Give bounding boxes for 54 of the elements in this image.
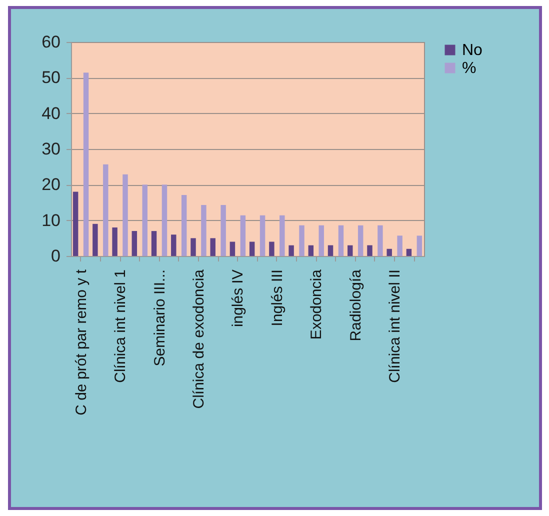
y-tick-label: 60 xyxy=(42,32,60,52)
bar xyxy=(358,225,364,256)
bar xyxy=(103,164,108,256)
bar xyxy=(338,225,344,256)
bar xyxy=(348,245,353,256)
bar xyxy=(230,242,236,256)
x-tick-label: Inglés III xyxy=(268,270,286,326)
bar xyxy=(83,72,89,256)
bar xyxy=(162,184,168,256)
y-tick-label: 10 xyxy=(42,210,60,230)
bar xyxy=(142,184,148,256)
bar xyxy=(299,225,304,256)
bar xyxy=(171,234,176,256)
bar xyxy=(249,242,255,256)
bar xyxy=(367,245,372,256)
y-tick-label: 0 xyxy=(51,246,60,266)
bar xyxy=(201,204,206,256)
bar xyxy=(328,245,334,256)
bar xyxy=(397,236,402,256)
bar xyxy=(112,227,118,256)
bar xyxy=(386,248,392,256)
bar xyxy=(190,238,196,256)
bar xyxy=(288,245,294,256)
bar xyxy=(240,215,246,256)
y-tick-label: 30 xyxy=(42,140,60,158)
bar xyxy=(269,242,274,256)
y-tick-label: 40 xyxy=(42,104,60,123)
bar xyxy=(260,215,266,256)
bar xyxy=(318,225,324,256)
bar xyxy=(406,248,412,256)
bar xyxy=(151,231,157,256)
x-tick-label: Exodoncia xyxy=(308,268,326,340)
x-tick-label: Radiología xyxy=(347,268,364,342)
legend-label: No xyxy=(462,42,483,59)
bar xyxy=(308,245,314,256)
bar xyxy=(181,195,187,256)
bar xyxy=(122,174,128,256)
bar xyxy=(378,225,383,256)
legend-label: % xyxy=(462,60,476,77)
bar xyxy=(416,236,422,256)
y-tick-label: 50 xyxy=(42,68,60,88)
bar xyxy=(280,215,285,256)
x-tick-label: Seminario III... xyxy=(151,270,168,366)
bar xyxy=(72,192,78,256)
x-tick-label: Clínica de exodoncia xyxy=(190,268,208,409)
y-tick-label: 20 xyxy=(42,175,60,194)
x-tick-label: inglés IV xyxy=(230,270,247,328)
bar xyxy=(92,224,98,256)
x-tick-label: C de prót par remo y t xyxy=(72,268,90,416)
bar xyxy=(132,231,138,256)
x-tick-label: Clínica int nivel 1 xyxy=(112,270,130,383)
bar xyxy=(220,204,226,256)
bar xyxy=(210,238,216,256)
x-tick-label: Clínica int nivel II xyxy=(386,270,404,383)
